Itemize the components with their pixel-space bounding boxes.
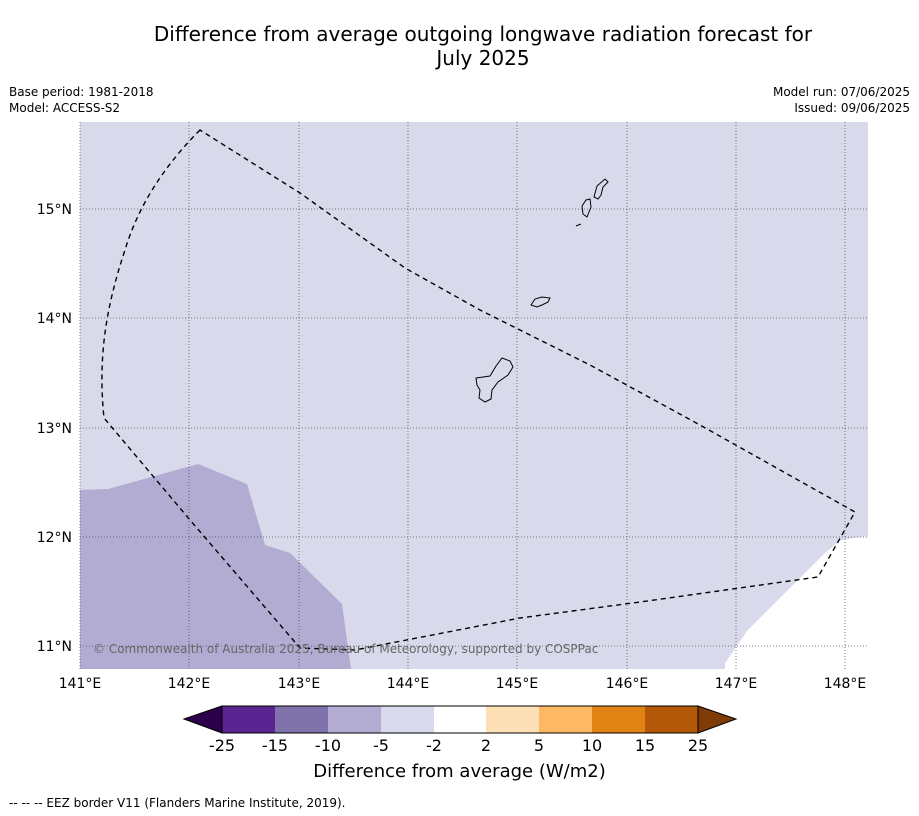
anomaly-region-minus5 [80, 464, 351, 669]
colorbar-tick: -5 [373, 736, 389, 755]
island-tinian [581, 198, 592, 218]
map-canvas: © Commonwealth of Australia 2025, Bureau… [37, 122, 868, 755]
meta-right: Model run: 07/06/2025 Issued: 09/06/2025 [773, 84, 910, 116]
eez-footnote: -- -- -- EEZ border V11 (Flanders Marine… [9, 796, 346, 810]
copyright-text: © Commonwealth of Australia 2025, Bureau… [93, 642, 598, 656]
colorbar-extend-low [182, 705, 223, 734]
model-run: Model run: 07/06/2025 [772, 85, 910, 99]
colorbar-tick: 2 [481, 736, 491, 755]
lat-label: 11°N [37, 639, 72, 655]
title-line-1: Difference from average outgoing longwav… [153, 22, 813, 46]
colorbar-frame [221, 705, 699, 734]
map-title: Difference from average outgoing longwav… [100, 22, 866, 70]
colorbar-tick: 15 [635, 736, 655, 755]
colorbar-tick: -25 [209, 736, 235, 755]
lat-label: 13°N [37, 421, 72, 437]
eez-border [101, 129, 856, 651]
colorbar-bin [381, 706, 434, 733]
colorbar-bin [328, 706, 381, 733]
colorbar-bin [486, 706, 539, 733]
gridlines [79, 122, 868, 669]
colorbar-bin [645, 706, 698, 733]
lon-label: 147°E [715, 676, 758, 692]
island-rota [530, 296, 551, 308]
colorbar-tick: -2 [426, 736, 442, 755]
lat-label: 15°N [37, 202, 72, 218]
lon-label: 145°E [496, 676, 539, 692]
lat-label: 14°N [37, 311, 72, 327]
colorbar-tick: 10 [582, 736, 602, 755]
colorbar-tick: -15 [262, 736, 288, 755]
colorbar-bin [222, 706, 275, 733]
lon-label: 144°E [387, 676, 430, 692]
lon-label: 142°E [168, 676, 211, 692]
lon-label: 143°E [278, 676, 321, 692]
lat-label: 12°N [37, 530, 72, 546]
island-guam [475, 357, 514, 403]
issued-date: Issued: 09/06/2025 [794, 101, 910, 115]
colorbar-tick: -10 [315, 736, 341, 755]
model-name: Model: ACCESS-S2 [9, 101, 121, 115]
anomaly-region-neutral [725, 536, 868, 669]
colorbar-tick: 25 [688, 736, 708, 755]
lon-label: 148°E [824, 676, 867, 692]
colorbar-extend-high [697, 705, 738, 734]
colorbar-bin [275, 706, 328, 733]
islands [475, 178, 609, 403]
island-aguijan [575, 223, 582, 227]
base-period: Base period: 1981-2018 [9, 85, 154, 99]
colorbar-bin [592, 706, 645, 733]
colorbar-bin [434, 706, 486, 733]
meta-left: Base period: 1981-2018 Model: ACCESS-S2 [9, 84, 154, 116]
title-line-2: July 2025 [436, 46, 530, 70]
lon-label: 146°E [606, 676, 649, 692]
colorbar-tick: 5 [534, 736, 544, 755]
colorbar-bin [539, 706, 592, 733]
colorbar [182, 705, 738, 734]
island-saipan [593, 178, 609, 200]
lon-label: 141°E [59, 676, 102, 692]
colorbar-title: Difference from average (W/m2) [313, 761, 606, 782]
